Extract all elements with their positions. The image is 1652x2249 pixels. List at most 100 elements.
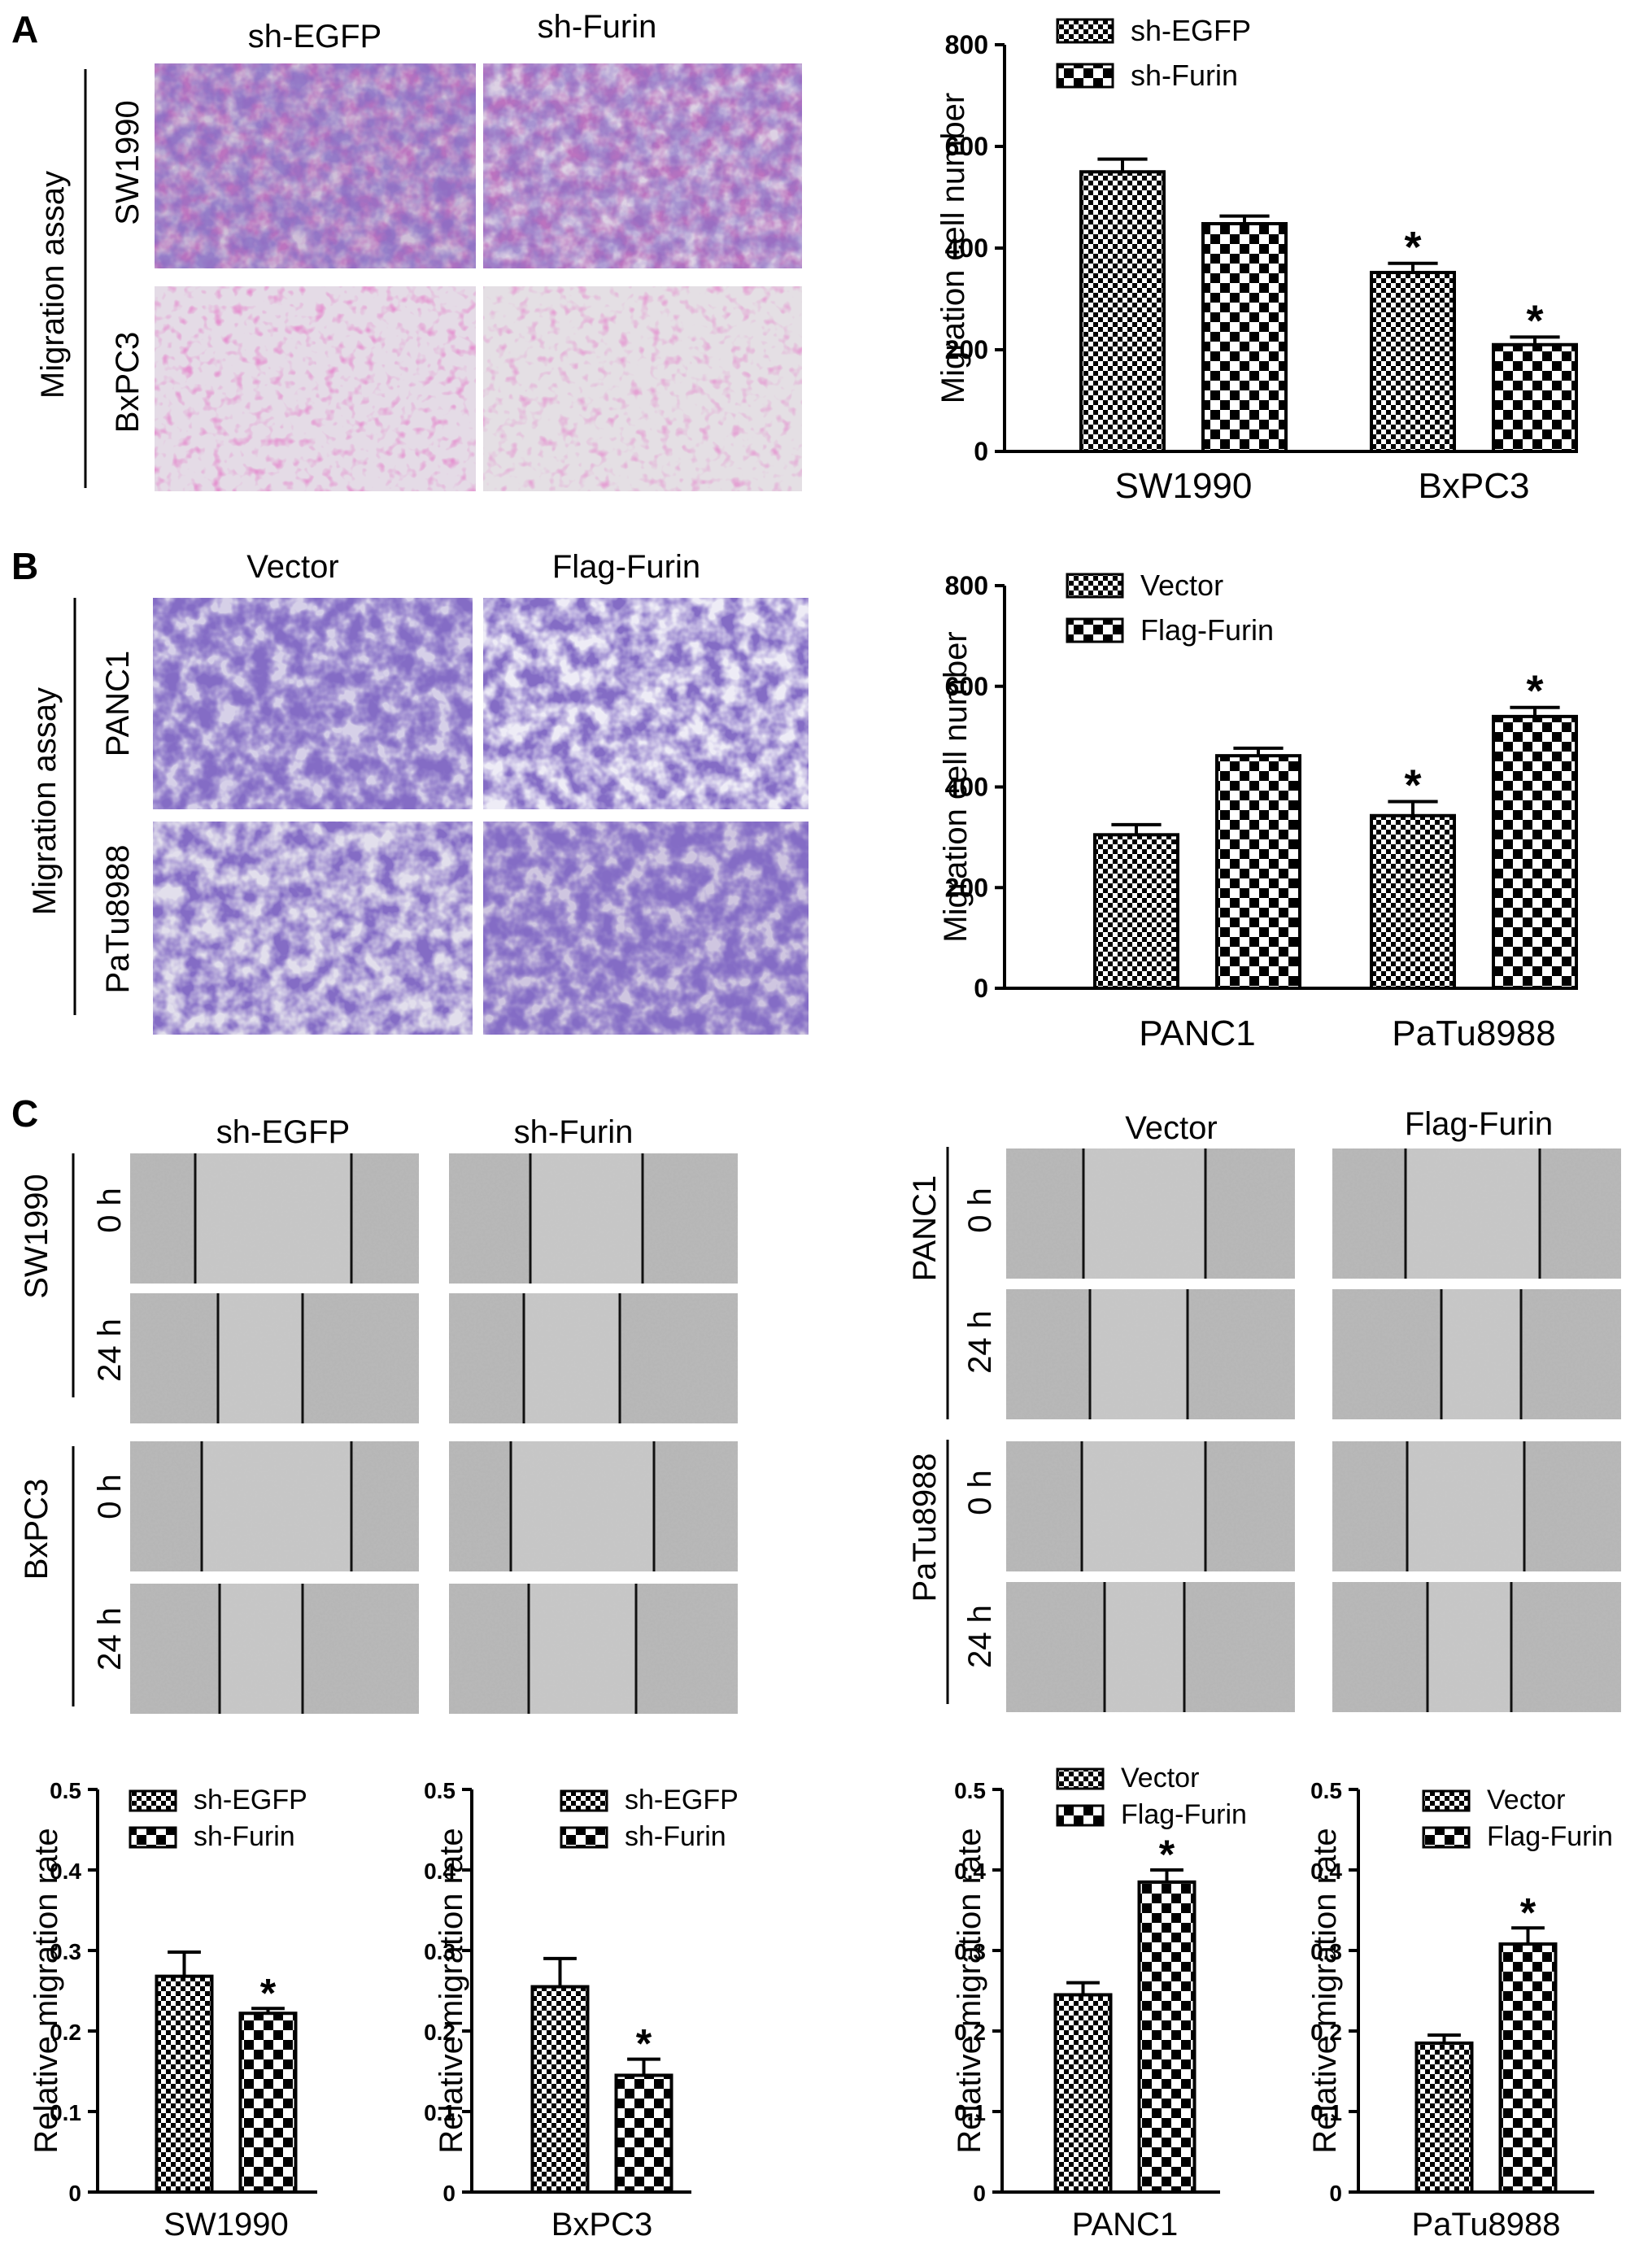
chart-c4-ytick-label-2: 0.2	[1310, 2020, 1342, 2045]
wound-sw1990-furin-0h	[449, 1153, 738, 1284]
wound-bxpc3-egfp-0h	[130, 1441, 419, 1571]
panel-c-left-time-4: 24 h	[92, 1607, 128, 1671]
panel-c-right-time-3: 0 h	[962, 1470, 998, 1515]
chart-a-legend-label-1: sh-Furin	[1131, 59, 1238, 92]
panel-a-images: sh-EGFP sh-Furin Migration assay SW1990 …	[35, 9, 802, 491]
chart-b-category-0: PANC1	[1139, 1013, 1255, 1053]
chart-c1-bar-0-0	[155, 1974, 214, 2194]
chart-c1-legend-label-1: sh-Furin	[194, 1821, 295, 1852]
chart-b-ylabel: Migration cell number	[938, 631, 974, 942]
chart-c1-category-0: SW1990	[163, 2207, 288, 2242]
panel-c-right-time-1: 0 h	[962, 1188, 998, 1233]
chart-c2: 0 0.1 0.2 0.3 0.4 0.5 Relative migration rate *…	[424, 1778, 739, 2242]
chart-c3-ytick-label-5: 0.5	[954, 1778, 986, 1803]
chart-c2-legend-swatch-0	[560, 1789, 608, 1812]
chart-c4-ytick-label-5: 0.5	[1310, 1778, 1342, 1803]
chart-c2-bar-0-0	[530, 1985, 590, 2195]
chart-c4-legend-label-0: Vector	[1487, 1785, 1565, 1815]
chart-b-ytick-label-0: 0	[974, 974, 988, 1003]
chart-c1-ytick-label-5: 0.5	[50, 1778, 81, 1803]
chart-c3-bar-0-0	[1053, 1993, 1113, 2194]
chart-c3-legend-swatch-0	[1056, 1767, 1105, 1790]
chart-b-legend-swatch-0	[1066, 573, 1124, 599]
chart-c2-ytick-label-2: 0.2	[424, 2020, 455, 2045]
charts: 0 200 400 600 800 Migration cell number SW1990…	[28, 14, 1613, 2242]
chart-c1-legend-swatch-1	[129, 1826, 177, 1849]
panel-a-col-label-2: sh-Furin	[538, 9, 657, 45]
panel-b-side-label: Migration assay	[27, 687, 63, 915]
chart-b-sig-1-1: *	[1526, 667, 1543, 716]
wound-panc1-furin-24h	[1332, 1289, 1621, 1419]
chart-c2-ytick-label-0: 0	[442, 2181, 455, 2206]
chart-a-ylabel: Migration cell number	[935, 93, 971, 403]
chart-a-ytick-label-1: 200	[945, 335, 988, 364]
panel-a-image-bxpc3-egfp	[155, 286, 476, 491]
chart-c1: 0 0.1 0.2 0.3 0.4 0.5 Relative migration rate *…	[28, 1778, 317, 2242]
panel-b-col-label-2: Flag-Furin	[552, 549, 700, 585]
chart-c1-ytick-label-3: 0.3	[50, 1939, 81, 1964]
panel-b-image-panc1-furin	[483, 598, 809, 809]
chart-b-legend-label-1: Flag-Furin	[1140, 613, 1274, 647]
chart-c2-sig-0-1: *	[636, 2021, 652, 2067]
panel-b-images: Vector Flag-Furin Migration assay PANC1 …	[27, 549, 809, 1035]
chart-c2-legend-label-1: sh-Furin	[625, 1821, 726, 1852]
chart-c2-ytick-label-4: 0.4	[424, 1859, 455, 1884]
chart-a-ytick-label-0: 0	[974, 437, 988, 466]
wound-patu-furin-0h	[1332, 1441, 1621, 1571]
panel-c-left-line-label-2: BxPC3	[19, 1479, 54, 1580]
chart-c1-ytick-label-2: 0.2	[50, 2020, 81, 2045]
panel-b-row-label-2: PaTu8988	[100, 844, 136, 993]
chart-c3-ytick-label-1: 0.1	[954, 2100, 986, 2125]
chart-c4: 0 0.1 0.2 0.3 0.4 0.5 Relative migration rate *…	[1307, 1778, 1613, 2242]
chart-c2-ylabel: Relative migration rate	[434, 1828, 469, 2153]
chart-c4-ylabel: Relative migration rate	[1307, 1828, 1343, 2153]
chart-c4-ytick-label-1: 0.1	[1310, 2100, 1342, 2125]
wound-panc1-vector-0h	[1006, 1148, 1295, 1279]
chart-c3-ytick-label-3: 0.3	[954, 1939, 986, 1964]
wound-bxpc3-furin-0h	[449, 1441, 738, 1571]
chart-c2-legend-label-0: sh-EGFP	[625, 1785, 739, 1815]
panel-c-left-time-2: 24 h	[92, 1318, 128, 1382]
chart-a-bar-1-1	[1492, 342, 1578, 453]
chart-c1-bar-0-1	[238, 2011, 298, 2194]
chart-b-category-1: PaTu8988	[1392, 1013, 1555, 1053]
chart-c3-ytick-label-4: 0.4	[954, 1859, 986, 1884]
panel-a-image-bxpc3-furin	[483, 286, 802, 491]
panel-a-row-label-2: BxPC3	[110, 332, 146, 434]
chart-b-ytick-label-2: 400	[945, 773, 988, 802]
panel-c-left-time-1: 0 h	[92, 1188, 128, 1233]
panel-letter-a: A	[11, 8, 38, 50]
chart-a-bar-1-0	[1370, 271, 1456, 453]
chart-c3-bar-0-1	[1137, 1880, 1197, 2195]
panel-c-right-images: Vector Flag-Furin PANC1 PaTu8988 0 h 24 …	[907, 1106, 1553, 1704]
panel-b-row-label-1: PANC1	[100, 651, 136, 756]
panel-c-left-col-label-2: sh-Furin	[514, 1114, 634, 1150]
panel-a-image-sw1990-furin	[483, 63, 802, 268]
panel-c-right-line-label-1: PANC1	[907, 1175, 943, 1281]
chart-c3-category-0: PANC1	[1072, 2207, 1178, 2242]
wound-sw1990-furin-24h	[449, 1293, 738, 1423]
panel-a-image-sw1990-egfp	[155, 63, 476, 268]
panel-a-row-label-1: SW1990	[110, 100, 146, 224]
chart-c2-legend-swatch-1	[560, 1826, 608, 1849]
panel-a-side-label: Migration assay	[35, 171, 71, 399]
chart-b-bar-1-1	[1492, 714, 1578, 990]
chart-a-sig-1-1: *	[1526, 296, 1543, 345]
chart-c4-ytick-label-3: 0.3	[1310, 1939, 1342, 1964]
panel-letter-b: B	[11, 545, 38, 587]
panel-c-right-time-2: 24 h	[962, 1310, 998, 1374]
panel-b-col-label-1: Vector	[246, 549, 338, 585]
chart-c3-ylabel: Relative migration rate	[952, 1828, 987, 2153]
chart-c4-category-0: PaTu8988	[1411, 2207, 1560, 2242]
chart-b-bar-1-0	[1370, 813, 1456, 990]
wound-sw1990-egfp-0h	[130, 1153, 419, 1284]
chart-a-ytick-label-2: 400	[945, 233, 988, 263]
chart-c3-legend-swatch-1	[1056, 1804, 1105, 1827]
chart-c3: 0 0.1 0.2 0.3 0.4 0.5 Relative migration rate *…	[952, 1763, 1247, 2242]
chart-c1-sig-0-1: *	[260, 1970, 277, 2016]
chart-c3-sig-0-1: *	[1159, 1832, 1175, 1877]
chart-c3-legend-label-0: Vector	[1121, 1763, 1199, 1794]
wound-patu-furin-24h	[1332, 1582, 1621, 1712]
chart-a-ytick-label-4: 800	[945, 30, 988, 59]
